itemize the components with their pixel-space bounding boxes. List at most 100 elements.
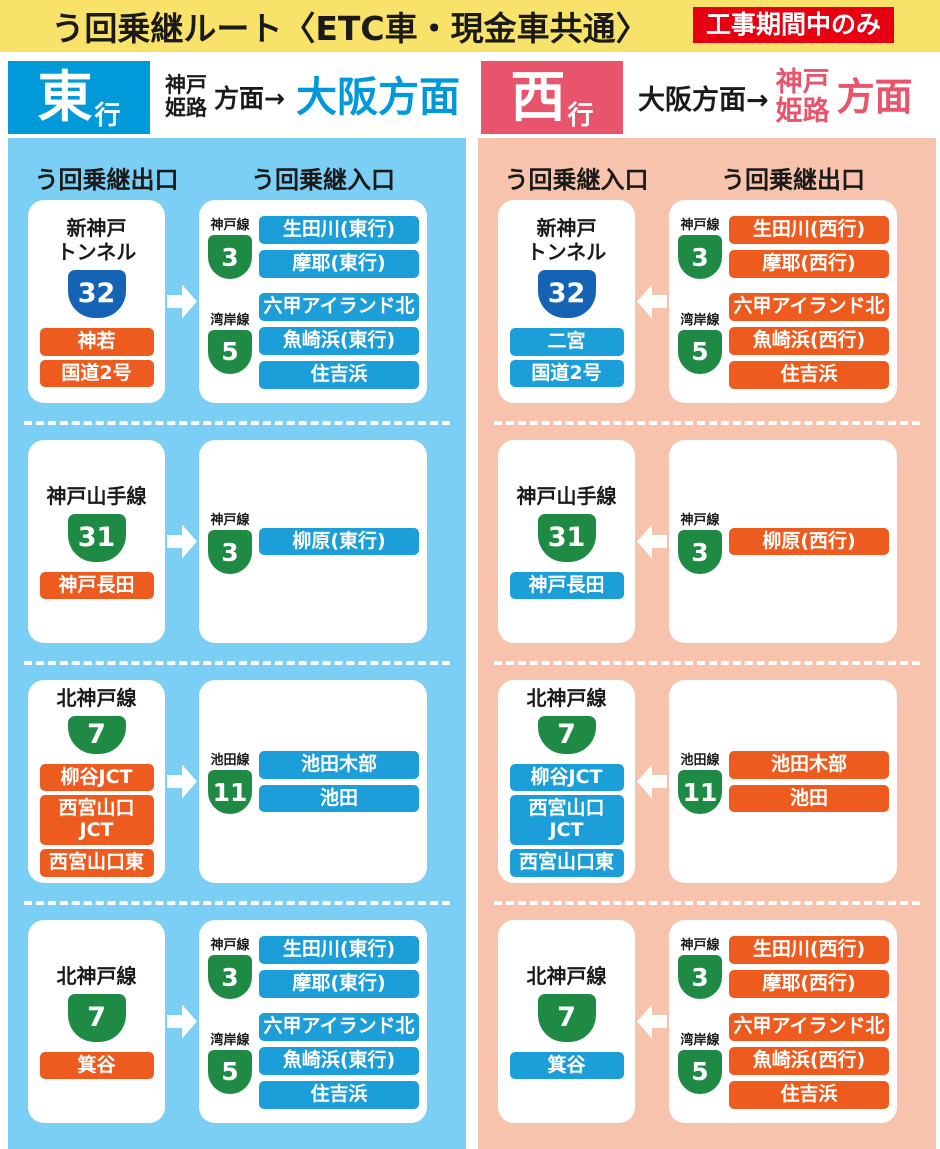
section-divider [494, 901, 920, 905]
line-name-label: 神戸線 [210, 938, 250, 954]
westbound-panel: う回乗継入口 う回乗継出口 新神戸 トンネル 32 二宮 国道2号 神戸線 3 生田川(西行) 摩… [478, 138, 936, 1149]
route-shield: 7 [537, 993, 596, 1042]
line-shield-column: 湾岸線 5 [207, 1029, 253, 1094]
interchange-chip: 住吉浜 [729, 360, 889, 389]
chip-list: 二宮 国道2号 [509, 327, 624, 388]
chip-list: 箕谷 [39, 1051, 154, 1080]
interchange-chip: 二宮 [509, 327, 624, 356]
detour-exit-card: 神戸山手線 31 神戸長田 [28, 440, 165, 643]
detour-entry-card: 神戸山手線 31 神戸長田 [498, 440, 635, 643]
route-shield: 5 [208, 1049, 252, 1094]
eastbound-route-text: 神戸 姫路 方面→ 大阪方面 [165, 73, 460, 120]
section-divider [494, 661, 920, 665]
interchange-chip: 柳谷JCT [509, 763, 624, 792]
column-label-entry: う回乗継入口 [504, 165, 649, 194]
eastbound-panel: う回乗継出口 う回乗継入口 新神戸 トンネル 32 神若 国道2号 神戸線 3 生田川(東行) 摩… [8, 138, 466, 1149]
transfer-section: 神戸山手線 31 神戸長田 神戸線 3 柳原(西行) [498, 440, 936, 643]
arrow-right-icon [167, 764, 197, 799]
detour-exit-card: 北神戸線 7 柳谷JCT 西宮山口 JCT 西宮山口東 [28, 680, 165, 883]
line-shield-column: 池田線 11 [207, 749, 253, 814]
interchange-chip: 摩耶(西行) [729, 969, 889, 998]
chip-list: 六甲アイランド北 魚崎浜(東行) 住吉浜 [259, 1013, 419, 1109]
chip-list: 神戸長田 [39, 571, 154, 600]
route-shield: 3 [678, 235, 722, 280]
interchange-chip: 六甲アイランド北 [259, 1013, 419, 1042]
line-group: 神戸線 3 生田川(東行) 摩耶(東行) [207, 934, 419, 1000]
road-name: 新神戸 トンネル [526, 215, 607, 264]
chip-list: 六甲アイランド北 魚崎浜(西行) 住吉浜 [729, 293, 889, 389]
chip-list: 生田川(西行) 摩耶(西行) [729, 215, 889, 278]
interchange-chip: 摩耶(東行) [259, 249, 419, 278]
interchange-chip: 池田 [729, 784, 889, 813]
direction-char: 東 [37, 64, 93, 129]
route-shield: 7 [67, 716, 126, 754]
line-group: 神戸線 3 柳原(東行) [207, 509, 419, 574]
chip-list: 六甲アイランド北 魚崎浜(東行) 住吉浜 [259, 293, 419, 389]
interchange-chip: 摩耶(東行) [259, 969, 419, 998]
interchange-chip: 柳谷JCT [39, 763, 154, 792]
route-from-suffix: 方面→ [214, 84, 285, 113]
route-from-cities: 神戸 姫路 [165, 73, 207, 120]
line-shield-column: 湾岸線 5 [677, 309, 723, 374]
route-shield: 3 [208, 955, 252, 1000]
chip-list: 神若 国道2号 [39, 327, 154, 388]
line-group: 池田線 11 池田木部 池田 [677, 749, 889, 814]
line-group: 神戸線 3 柳原(西行) [677, 509, 889, 574]
line-shield-column: 湾岸線 5 [677, 1029, 723, 1094]
road-name: 神戸山手線 [516, 483, 617, 508]
interchange-chip: 住吉浜 [259, 360, 419, 389]
westbound-badge: 西 行 [481, 60, 623, 134]
route-shield: 5 [208, 329, 252, 374]
construction-period-badge: 工事期間中のみ [692, 7, 894, 43]
line-name-label: 池田線 [210, 753, 250, 768]
line-group: 湾岸線 5 六甲アイランド北 魚崎浜(西行) 住吉浜 [677, 293, 889, 389]
detour-entry-card: 北神戸線 7 柳谷JCT 西宮山口 JCT 西宮山口東 [498, 680, 635, 883]
route-shield: 32 [67, 269, 126, 318]
line-shield-column: 池田線 11 [677, 749, 723, 814]
interchange-chip: 西宮山口東 [39, 849, 154, 877]
route-shield: 7 [67, 993, 126, 1042]
panel-column-labels: う回乗継入口 う回乗継出口 [498, 162, 936, 194]
section-divider [24, 421, 450, 425]
interchange-chip: 西宮山口 JCT [509, 795, 624, 846]
line-name-label: 神戸線 [680, 513, 720, 528]
arrow-left-icon [637, 1004, 667, 1039]
detour-exit-card: 北神戸線 7 箕谷 [28, 920, 165, 1123]
interchange-chip: 摩耶(西行) [729, 249, 889, 278]
column-label-exit: う回乗継出口 [721, 165, 865, 194]
road-name: 北神戸線 [56, 963, 137, 988]
route-shield: 3 [678, 530, 722, 574]
transfer-section: 北神戸線 7 箕谷 神戸線 3 生田川(西行) 摩耶(西行) 湾岸線 5 六甲アイランド北 魚崎浜(… [498, 920, 936, 1123]
road-name: 北神戸線 [526, 686, 607, 710]
transfer-section: 北神戸線 7 箕谷 神戸線 3 生田川(東行) 摩耶(東行) 湾岸線 5 六甲アイランド北 魚崎浜(… [28, 920, 466, 1123]
arrow-zone [165, 680, 199, 883]
road-name: 北神戸線 [526, 963, 607, 988]
title-bar: う回乗継ルート〈ETC車・現金車共通〉 工事期間中のみ [0, 0, 940, 52]
interchange-chip: 神戸長田 [39, 571, 154, 600]
westbound-header: 西 行 大阪方面→ 神戸 姫路 方面 [481, 59, 913, 135]
line-group: 湾岸線 5 六甲アイランド北 魚崎浜(東行) 住吉浜 [207, 1013, 419, 1109]
detour-exit-card: 新神戸 トンネル 32 神若 国道2号 [28, 200, 165, 403]
detour-exit-card: 池田線 11 池田木部 池田 [669, 680, 897, 883]
arrow-zone [635, 920, 669, 1123]
page-title: う回乗継ルート〈ETC車・現金車共通〉 [51, 9, 649, 48]
route-shield: 11 [208, 770, 252, 814]
line-group: 池田線 11 池田木部 池田 [207, 749, 419, 814]
line-name-label: 湾岸線 [680, 1032, 720, 1048]
line-shield-column: 神戸線 3 [207, 509, 253, 574]
interchange-chip: 生田川(東行) [259, 935, 419, 964]
interchange-chip: 柳原(東行) [259, 527, 419, 556]
detour-entry-card: 神戸線 3 柳原(東行) [199, 440, 427, 643]
interchange-chip: 生田川(西行) [729, 215, 889, 244]
interchange-chip: 西宮山口 JCT [39, 795, 154, 846]
route-shield: 31 [537, 513, 596, 562]
transfer-section: 神戸山手線 31 神戸長田 神戸線 3 柳原(東行) [28, 440, 466, 643]
chip-list: 柳原(東行) [259, 527, 419, 556]
chip-list: 箕谷 [509, 1051, 624, 1080]
line-name-label: 神戸線 [210, 513, 250, 528]
direction-char: 西 [510, 64, 566, 129]
detour-entry-card: 池田線 11 池田木部 池田 [199, 680, 427, 883]
detour-entry-card: 北神戸線 7 箕谷 [498, 920, 635, 1123]
interchange-chip: 魚崎浜(東行) [259, 1047, 419, 1075]
transfer-section: 新神戸 トンネル 32 二宮 国道2号 神戸線 3 生田川(西行) 摩耶(西行) 湾岸線 5 六甲ア… [498, 200, 936, 403]
